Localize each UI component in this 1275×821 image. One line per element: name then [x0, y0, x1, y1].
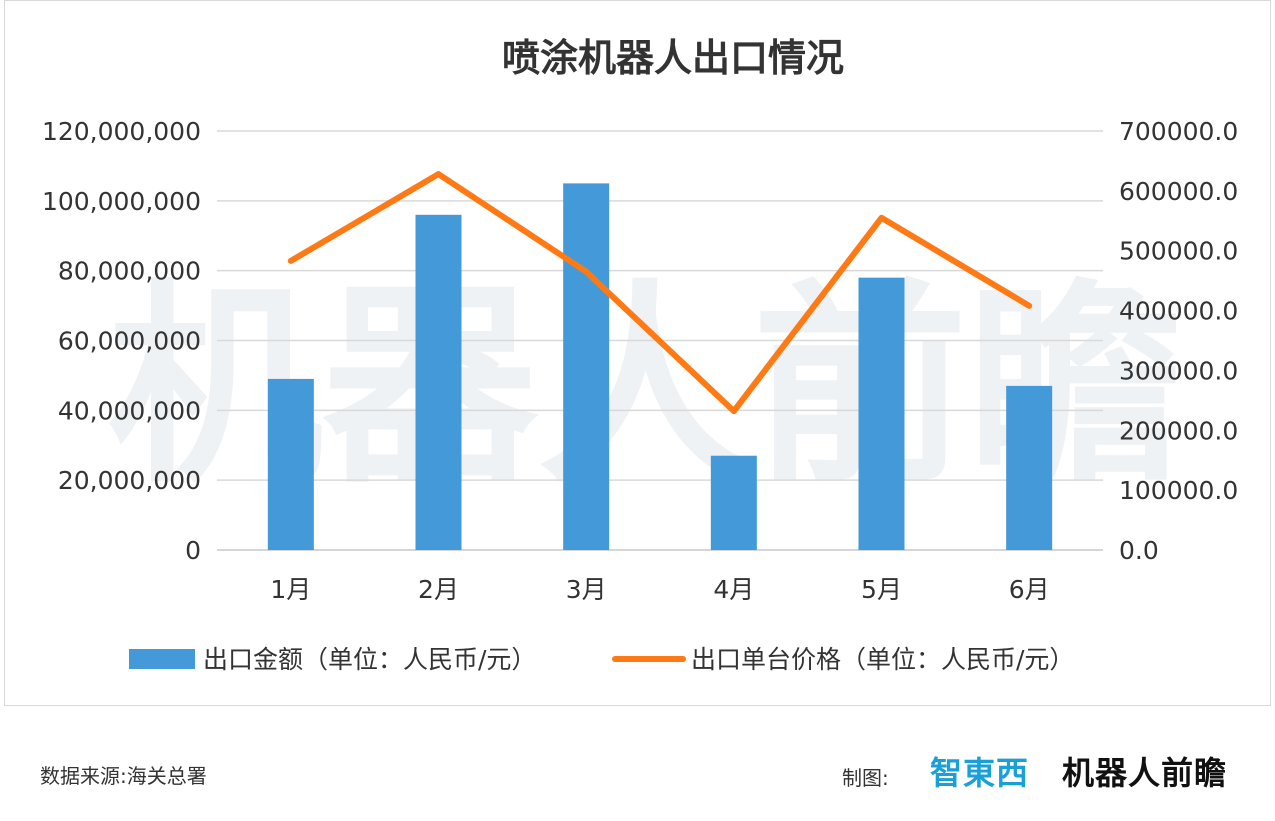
- y-left-tick-label: 40,000,000: [58, 396, 201, 425]
- y-left-tick-label: 0: [185, 536, 201, 565]
- y-right-tick-label: 500000.0: [1119, 237, 1238, 266]
- chart-svg: 机器人前瞻喷涂机器人出口情况020,000,00040,000,00060,00…: [42, 36, 1238, 674]
- y-left-tick-label: 100,000,000: [42, 187, 201, 216]
- credit-label: 制图:: [842, 766, 889, 790]
- zhidx-logo: 智東西: [930, 754, 1030, 792]
- legend-line-label: 出口单台价格（单位：人民币/元）: [691, 645, 1074, 674]
- bar: [267, 378, 314, 550]
- y-right-tick-label: 100000.0: [1119, 476, 1238, 505]
- y-right-tick-label: 0.0: [1119, 536, 1159, 565]
- y-right-tick-label: 300000.0: [1119, 356, 1238, 385]
- y-right-tick-label: 200000.0: [1119, 416, 1238, 445]
- data-source-text: 数据来源:海关总署: [40, 764, 207, 788]
- chart-frame: 机器人前瞻 喷涂机器人出口情况 0 20,000,000 40,000,000 60,00…: [4, 0, 1271, 706]
- bar: [710, 455, 757, 550]
- y-left-tick-label: 80,000,000: [58, 257, 201, 286]
- bar: [415, 214, 462, 551]
- bar: [1006, 385, 1053, 550]
- x-tick-label: 3月: [566, 575, 607, 604]
- y-left-tick-label: 20,000,000: [58, 466, 201, 495]
- x-tick-label: 4月: [713, 575, 754, 604]
- y-right-tick-label: 700000.0: [1119, 117, 1238, 146]
- price-line: [287, 171, 1033, 415]
- bar: [858, 277, 905, 550]
- bar: [563, 183, 610, 550]
- y-right-tick-label: 600000.0: [1119, 177, 1238, 206]
- x-tick-label: 5月: [861, 575, 902, 604]
- y-left-tick-label: 120,000,000: [42, 117, 201, 146]
- legend-bar-label: 出口金额（单位：人民币/元）: [203, 645, 536, 674]
- y-right-tick-label: 400000.0: [1119, 297, 1238, 326]
- x-tick-label: 2月: [418, 575, 459, 604]
- x-tick-label: 1月: [270, 575, 311, 604]
- x-tick-label: 6月: [1009, 575, 1050, 604]
- y-left-tick-label: 60,000,000: [58, 327, 201, 356]
- robot-frontier-logo: 机器人前瞻: [1062, 754, 1228, 792]
- legend-bar-swatch: [129, 649, 195, 669]
- chart-title: 喷涂机器人出口情况: [502, 36, 844, 80]
